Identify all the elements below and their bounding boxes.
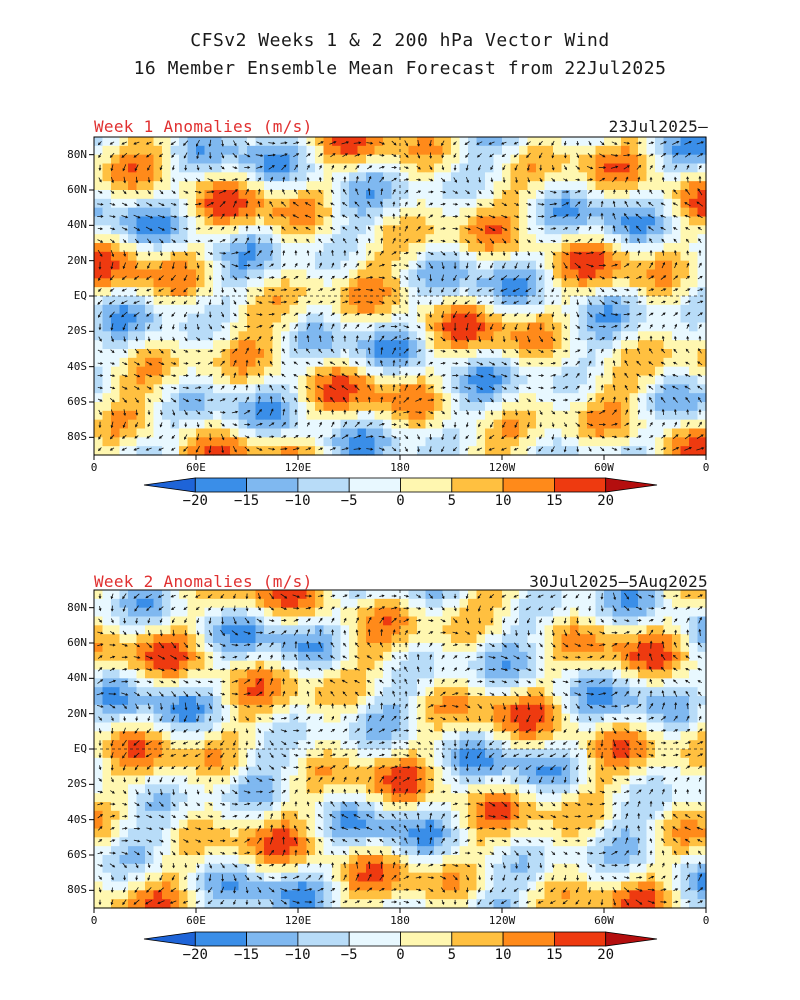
title-line-1: CFSv2 Weeks 1 & 2 200 hPa Vector Wind (190, 30, 610, 51)
colorbar-label: −15 (233, 493, 260, 509)
colorbar-segment (605, 477, 658, 493)
lon-label: 180 (390, 914, 410, 927)
colorbar-segment (348, 477, 401, 493)
lon-label: 60E (186, 914, 206, 927)
colorbar-segment (400, 931, 453, 947)
lat-label: 80N (67, 147, 87, 161)
panel-2-colorbar (143, 931, 658, 947)
lon-label: 0 (702, 461, 710, 474)
colorbar-label: 5 (447, 947, 457, 963)
colorbar-label: 20 (597, 947, 615, 963)
colorbar-segment (297, 477, 350, 493)
lat-label: 80S (67, 883, 87, 897)
lat-label: 20S (67, 324, 87, 338)
colorbar-segment (143, 477, 196, 493)
panel-2-label: Week 2 Anomalies (m/s) (94, 572, 313, 591)
colorbar-label: −20 (182, 947, 208, 963)
colorbar-segment (246, 931, 299, 947)
colorbar-segment (502, 477, 555, 493)
lon-label: 120E (284, 461, 312, 474)
lon-label: 120E (284, 914, 312, 927)
colorbar-segment (502, 931, 555, 947)
colorbar-label: −5 (340, 947, 358, 963)
lon-label: 120W (488, 914, 516, 927)
colorbar-label: 10 (494, 947, 512, 963)
colorbar-label: 5 (447, 493, 457, 509)
colorbar-segment (400, 477, 453, 493)
lat-label: 20N (67, 706, 87, 720)
lon-label: 60E (186, 461, 206, 474)
panel-1-label: Week 1 Anomalies (m/s) (94, 117, 313, 136)
colorbar-label: 10 (494, 493, 512, 509)
lat-label: 60S (67, 395, 87, 408)
lon-label: 0 (90, 914, 98, 927)
colorbar-label: 15 (545, 947, 563, 963)
colorbar-label: −15 (233, 947, 260, 963)
lon-label: 120W (488, 461, 516, 474)
colorbar-label: 0 (396, 493, 405, 509)
lat-label: 20N (67, 253, 87, 267)
colorbar-segment (554, 477, 607, 493)
lon-label: 0 (90, 461, 98, 474)
colorbar-segment (554, 931, 607, 947)
colorbar-label: −10 (285, 493, 311, 509)
lat-label: 40S (67, 812, 87, 826)
lat-label: EQ (73, 289, 87, 302)
colorbar-segment (246, 477, 299, 493)
lon-label: 60W (594, 914, 614, 927)
colorbar-segment (194, 931, 248, 947)
lon-label: 180 (390, 461, 410, 474)
colorbar-segment (143, 931, 196, 947)
lat-label: 60S (67, 848, 87, 861)
lat-label: 60N (67, 636, 87, 649)
panel-1-map (89, 136, 707, 460)
colorbar-segment (297, 931, 350, 947)
lat-label: 40N (67, 671, 87, 685)
lat-label: 80N (67, 600, 87, 614)
colorbar-segment (451, 931, 504, 947)
colorbar-label: −10 (285, 947, 311, 963)
colorbar-label: −5 (340, 493, 358, 509)
lat-label: 40N (67, 218, 87, 232)
panel-1-colorbar (143, 477, 658, 493)
lat-label: EQ (73, 742, 87, 755)
panel-2-date-range: 30Jul2025–5Aug2025 (529, 572, 708, 591)
colorbar-label: 20 (597, 493, 615, 509)
lat-label: 40S (67, 359, 87, 373)
colorbar-label: 15 (545, 493, 563, 509)
colorbar-label: 0 (396, 947, 405, 963)
lon-label: 60W (594, 461, 614, 474)
lat-label: 20S (67, 777, 87, 791)
title-line-2: 16 Member Ensemble Mean Forecast from 22… (133, 58, 667, 79)
lat-label: 80S (67, 430, 87, 444)
panel-2-wind-vectors (96, 592, 704, 906)
colorbar-segment (605, 931, 658, 947)
colorbar-segment (451, 477, 504, 493)
colorbar-segment (194, 477, 248, 493)
lon-label: 0 (702, 914, 710, 927)
panel-1-wind-vectors (97, 139, 705, 454)
colorbar-label: −20 (182, 493, 208, 509)
lat-label: 60N (67, 183, 87, 196)
colorbar-segment (348, 931, 401, 947)
panel-2-map (89, 589, 707, 913)
